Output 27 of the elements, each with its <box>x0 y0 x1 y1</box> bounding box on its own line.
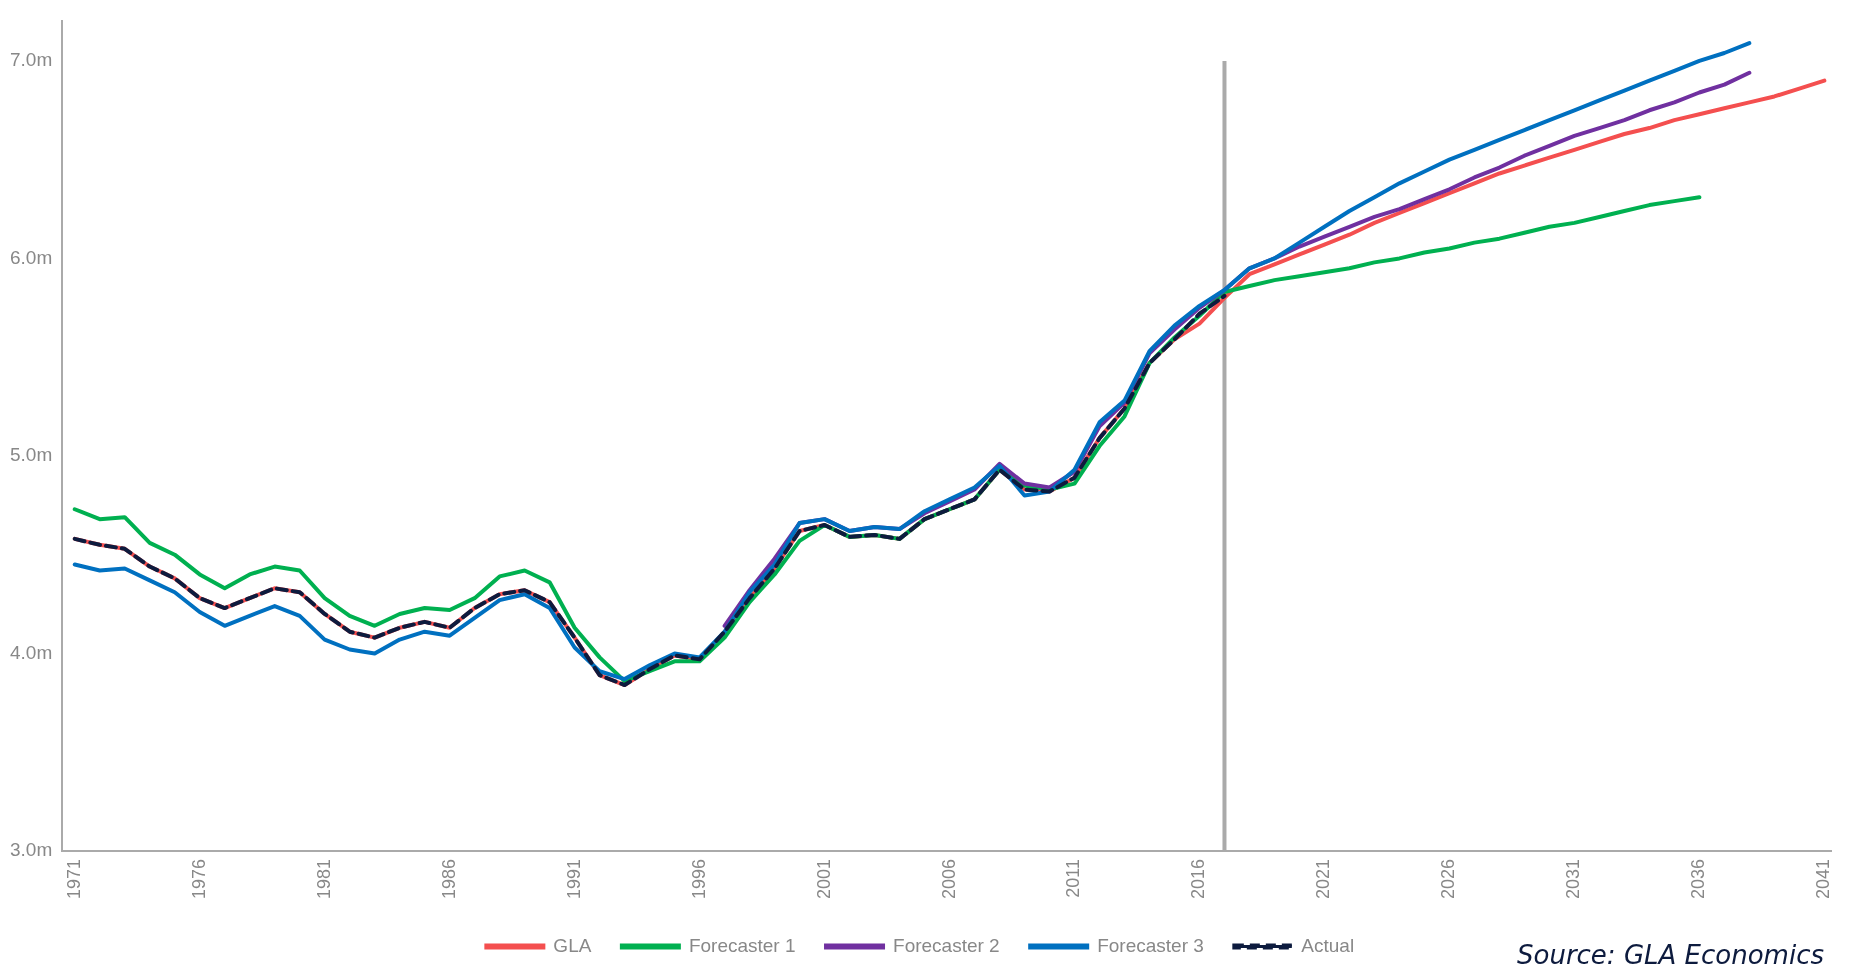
x-tick-label: 1971 <box>63 858 84 899</box>
x-tick-label: 2006 <box>938 858 959 899</box>
legend-label: Forecaster 1 <box>688 934 796 956</box>
x-tick-label: 1991 <box>563 858 584 899</box>
x-tick-label: 1996 <box>688 858 709 899</box>
y-tick-label: 3.0m <box>9 839 53 861</box>
x-tick-label: 2036 <box>1688 858 1709 899</box>
x-tick-label: 2021 <box>1313 858 1334 899</box>
x-tick-label: 1986 <box>438 858 459 899</box>
legend-label: Forecaster 3 <box>1097 934 1204 956</box>
x-tick-label: 2041 <box>1813 858 1834 899</box>
x-tick-label: 2031 <box>1563 858 1584 899</box>
legend-label: Forecaster 2 <box>893 934 1000 956</box>
x-tick-label: 1981 <box>313 858 334 899</box>
x-tick-label: 2001 <box>813 858 834 899</box>
y-tick-label: 5.0m <box>9 444 53 466</box>
y-tick-label: 6.0m <box>9 246 53 268</box>
y-tick-label: 7.0m <box>9 49 53 71</box>
x-tick-label: 2026 <box>1438 858 1459 899</box>
x-tick-label: 2016 <box>1188 858 1209 899</box>
x-tick-label: 2011 <box>1063 858 1084 898</box>
line-series <box>72 293 1227 688</box>
source-note: Source: GLA Economics <box>1517 940 1824 970</box>
x-tick-label: 1976 <box>188 858 209 899</box>
legend-label: GLA <box>553 934 592 956</box>
y-tick-label: 4.0m <box>9 641 53 663</box>
legend-label: Actual <box>1301 934 1355 956</box>
